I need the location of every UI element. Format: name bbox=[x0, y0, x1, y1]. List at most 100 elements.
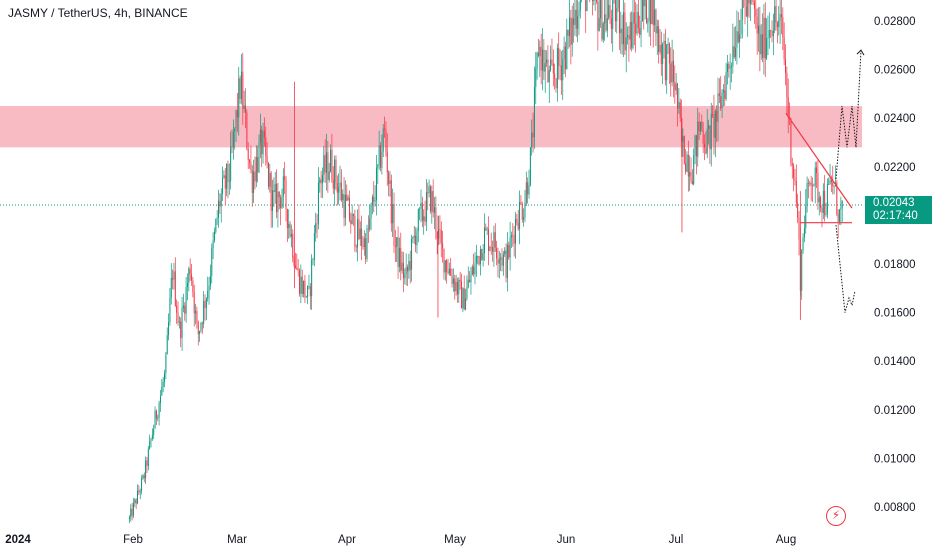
candle-body bbox=[205, 298, 207, 308]
candle-body bbox=[423, 216, 425, 221]
candle-body bbox=[705, 147, 707, 154]
candle-body bbox=[446, 260, 448, 272]
candle-body bbox=[509, 237, 511, 258]
candle-body bbox=[597, 1, 599, 31]
candle-body bbox=[709, 125, 711, 150]
candle-body bbox=[677, 83, 679, 109]
candle-body bbox=[825, 214, 827, 216]
candle-body bbox=[513, 235, 515, 244]
candle-body bbox=[236, 109, 238, 118]
candle-body bbox=[270, 172, 272, 211]
candle-body bbox=[763, 17, 765, 58]
candle-body bbox=[381, 151, 383, 168]
y-tick-label: 0.01000 bbox=[874, 453, 916, 465]
candle-body bbox=[747, 0, 749, 17]
candle-body bbox=[370, 204, 372, 219]
candle-body bbox=[629, 21, 631, 40]
candle-body bbox=[411, 238, 413, 270]
candle-body bbox=[778, 20, 780, 28]
candle-body bbox=[419, 208, 421, 210]
candle-body bbox=[608, 4, 610, 19]
candle-body bbox=[242, 71, 244, 109]
candle-body bbox=[440, 230, 442, 244]
candle-body bbox=[801, 250, 803, 291]
candle-body bbox=[585, 0, 587, 12]
candle-body bbox=[203, 300, 205, 324]
candle-body bbox=[702, 129, 704, 144]
candle-body bbox=[201, 323, 203, 324]
candle-body bbox=[836, 182, 838, 214]
candle-body bbox=[448, 268, 450, 274]
candle-body bbox=[753, 1, 755, 9]
candle-body bbox=[303, 280, 305, 294]
candle-body bbox=[272, 190, 274, 211]
candle-body bbox=[559, 65, 561, 67]
candle-body bbox=[164, 373, 166, 382]
candle-body bbox=[698, 121, 700, 132]
candle-body bbox=[609, 4, 611, 19]
lightning-icon[interactable]: ⚡︎ bbox=[826, 506, 846, 526]
candle-body bbox=[353, 213, 355, 216]
candle-body bbox=[500, 257, 502, 260]
candle-body bbox=[312, 259, 314, 261]
candle-body bbox=[199, 330, 201, 335]
candle-body bbox=[540, 46, 542, 71]
candle-body bbox=[790, 118, 792, 164]
candle-body bbox=[671, 60, 673, 83]
candle-body bbox=[290, 233, 292, 237]
candle-body bbox=[262, 130, 264, 155]
projection-up-path bbox=[835, 50, 862, 179]
candle-body bbox=[551, 59, 553, 64]
candle-body bbox=[482, 253, 484, 260]
candle-body bbox=[300, 276, 302, 294]
candle-body bbox=[461, 281, 463, 309]
candle-body bbox=[223, 175, 225, 178]
candle-body bbox=[617, 0, 619, 8]
candle-body bbox=[706, 128, 708, 154]
candle-body bbox=[263, 130, 265, 138]
candle-body bbox=[605, 14, 607, 31]
candle-body bbox=[182, 305, 184, 308]
candle-body bbox=[641, 0, 643, 22]
candle-body bbox=[841, 200, 843, 208]
candle-body bbox=[157, 417, 159, 419]
candle-body bbox=[690, 172, 692, 181]
candle-body bbox=[435, 207, 437, 232]
candle-body bbox=[679, 102, 681, 119]
candle-body bbox=[756, 16, 758, 34]
candle-body bbox=[741, 0, 743, 20]
x-tick-label: Jun bbox=[557, 534, 576, 546]
candle-body bbox=[798, 217, 800, 240]
bar-countdown: 02:17:40 bbox=[873, 209, 918, 222]
candle-body bbox=[161, 386, 163, 396]
candle-body bbox=[812, 185, 814, 187]
candle-body bbox=[817, 173, 819, 203]
candle-body bbox=[685, 163, 687, 172]
candle-body bbox=[564, 46, 566, 70]
candle-body bbox=[809, 182, 811, 184]
candle-body bbox=[443, 248, 445, 273]
candle-body bbox=[390, 180, 392, 224]
candle-body bbox=[648, 0, 650, 21]
candle-body bbox=[521, 204, 523, 220]
candle-body bbox=[515, 219, 517, 244]
candle-body bbox=[342, 194, 344, 201]
candle-body bbox=[652, 0, 654, 26]
candle-body bbox=[131, 508, 133, 516]
candle-body bbox=[420, 202, 422, 209]
candle-body bbox=[417, 209, 419, 231]
candle-body bbox=[185, 286, 187, 314]
y-tick-label: 0.00800 bbox=[874, 502, 916, 514]
candle-body bbox=[755, 8, 757, 17]
x-tick-label: Apr bbox=[338, 534, 356, 546]
candle-body bbox=[181, 307, 183, 339]
candle-body bbox=[694, 135, 696, 156]
candle-body bbox=[768, 30, 770, 38]
candle-body bbox=[716, 111, 718, 122]
candle-body bbox=[324, 155, 326, 173]
candle-body bbox=[362, 245, 364, 247]
candle-body bbox=[833, 185, 835, 187]
candle-body bbox=[840, 207, 842, 210]
candle-body bbox=[654, 9, 656, 26]
